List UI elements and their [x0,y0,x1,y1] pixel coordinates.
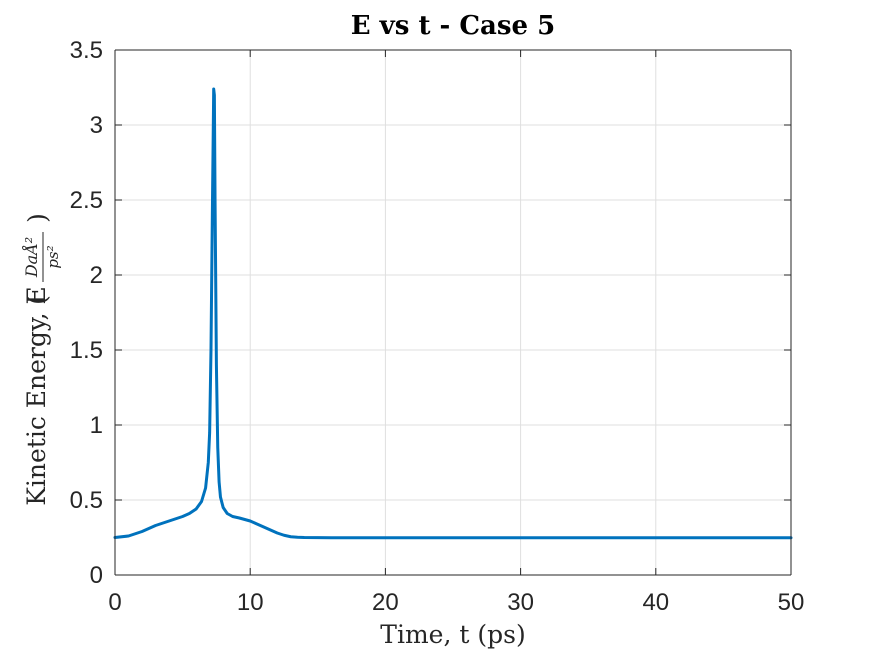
x-tick-label: 10 [237,589,264,616]
y-tick-label: 3 [90,112,103,139]
y-axis-unit-denominator: ps² [44,245,62,268]
y-axis-unit-numerator: DaÅ² [21,237,41,278]
y-axis-label-close-paren: ) [23,213,52,223]
axes-frame [114,49,792,576]
y-axis-label-open-paren: ( [23,295,52,305]
x-tick-label: 30 [507,589,534,616]
y-tick-label: 0 [90,562,103,589]
y-tick-label: 1.5 [70,337,103,364]
y-tick-label: 2.5 [70,187,103,214]
series-group [113,87,793,540]
chart-title: E vs t - Case 5 [351,11,555,41]
series-line [113,87,793,540]
y-tick-label: 2 [90,262,103,289]
x-tick-label: 40 [642,589,669,616]
x-tick-label: 20 [372,589,399,616]
y-tick-label: 3.5 [70,37,103,64]
y-axis-label: Kinetic Energy, E ( DaÅ² ps² ) [21,213,62,506]
axes-background [115,50,791,575]
y-axis-label-text: Kinetic Energy, E [22,286,51,506]
y-tick-label: 1 [90,412,103,439]
x-tick-label: 0 [108,589,121,616]
grid [115,50,791,575]
x-ticks: 0 10 20 30 40 50 [108,50,804,616]
x-axis-label: Time, t (ps) [380,620,525,649]
x-tick-label: 50 [778,589,805,616]
y-tick-label: 0.5 [70,487,103,514]
y-ticks: 0 0.5 1 1.5 2 2.5 3 3.5 [70,37,791,589]
